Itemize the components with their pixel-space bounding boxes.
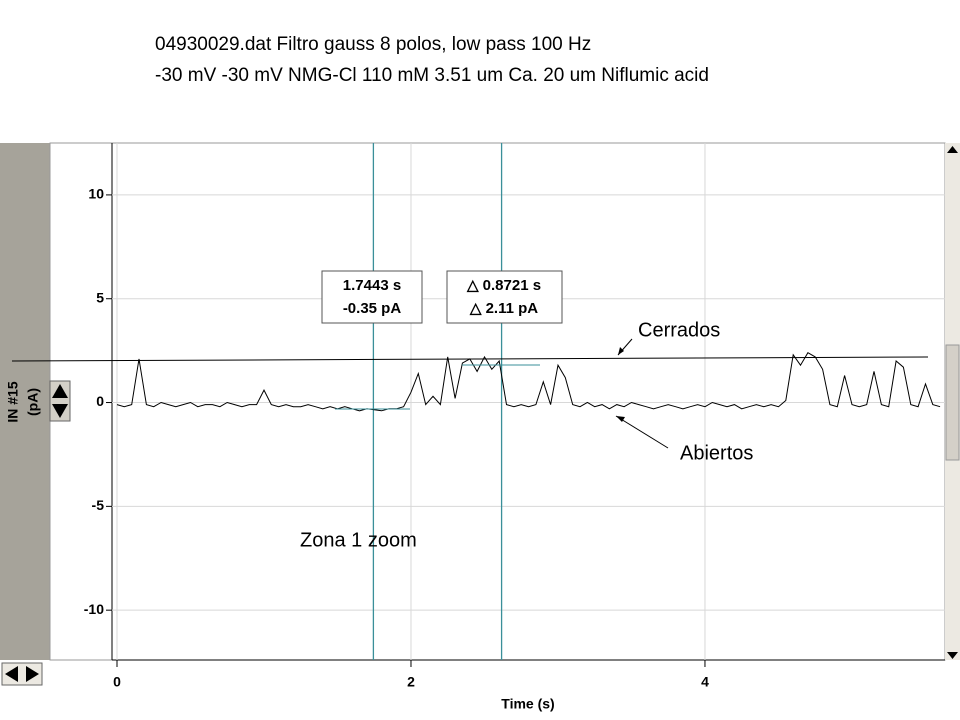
nav-left[interactable] [5,666,18,682]
readout: -0.35 pA [343,300,402,317]
arrow [615,415,669,449]
readout-box [446,270,563,324]
subtitle: -30 mV -30 mV NMG-Cl 110 mM 3.51 um Ca. … [155,65,709,86]
annotation: Zona 1 zoom [300,529,417,551]
scale-buttons[interactable] [49,380,71,422]
annotation: Abiertos [680,442,753,464]
readout: △ 0.8721 s [466,277,541,294]
y-tick-label: 10 [88,186,104,202]
annotation: Cerrados [638,319,720,341]
y-tick-label: 5 [96,289,104,305]
title: 04930029.dat Filtro gauss 8 polos, low p… [155,34,591,55]
readout: 1.7443 s [343,277,401,294]
scroll-thumb[interactable] [945,344,960,461]
y-tick-label: -5 [92,497,105,513]
scale-up[interactable] [52,384,68,398]
grid: 10 5 0 -5 -10 0 2 4 [84,143,945,690]
y-axis-label: IN #15 [5,381,21,422]
scroll-up[interactable] [947,146,958,153]
y-tick-label: -10 [84,601,104,617]
scale-down[interactable] [52,404,68,418]
plot-area [49,142,946,661]
nav-right[interactable] [26,666,39,682]
x-axis-label: Time (s) [501,696,554,712]
readout-box [321,270,423,324]
current-trace [116,352,941,412]
scroll-down[interactable] [947,652,958,659]
arrowhead [616,416,625,422]
cursors [372,143,503,660]
x-tick-label: 2 [407,674,415,690]
closed-level-line [11,356,929,362]
arrowhead [618,347,624,355]
side-panel [0,143,50,660]
readout: △ 2.11 pA [469,300,538,317]
x-tick-label: 0 [113,674,121,690]
nav-buttons[interactable] [1,662,43,686]
y-axis-unit: (pA) [25,388,41,416]
trace [116,352,941,412]
y-tick-label: 0 [96,393,104,409]
x-tick-label: 4 [701,674,709,690]
